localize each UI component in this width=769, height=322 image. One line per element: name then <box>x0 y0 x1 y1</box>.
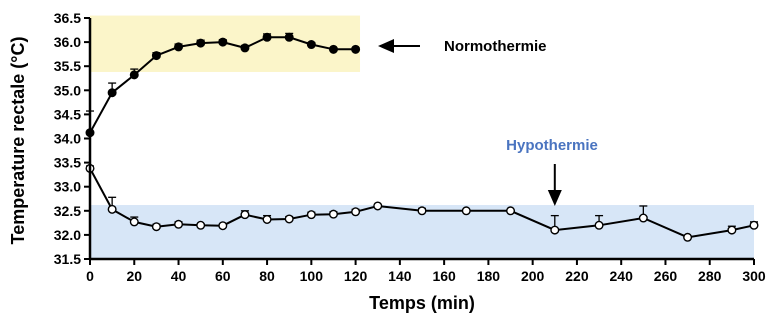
x-tick-label: 100 <box>300 268 324 284</box>
x-tick-label: 280 <box>698 268 722 284</box>
data-point-hypothermie <box>461 206 471 216</box>
data-point-hypothermie <box>262 214 272 224</box>
data-point-hypothermie <box>196 220 206 230</box>
y-tick-label: 35.0 <box>54 82 81 98</box>
x-tick-label: 120 <box>344 268 368 284</box>
data-point-hypothermie <box>306 210 316 220</box>
y-tick-label: 32.5 <box>54 203 81 219</box>
x-tick-label: 240 <box>610 268 634 284</box>
y-tick-label: 34.5 <box>54 106 81 122</box>
data-point-normothermie <box>328 44 338 54</box>
axes: 31.5 32.0 32.5 33.0 33.5 34.0 34.5 35.0 35.5 36.0… <box>8 10 766 313</box>
y-tick-label: 33.0 <box>54 179 81 195</box>
y-tick-label: 32.0 <box>54 227 81 243</box>
x-tick-label: 160 <box>432 268 456 284</box>
x-axis-title: Temps (min) <box>369 293 475 313</box>
data-point-normothermie <box>262 32 272 42</box>
y-tick-label: 36.0 <box>54 34 81 50</box>
hypothermie-arrow-head <box>547 190 562 206</box>
y-tick-label: 31.5 <box>54 251 81 267</box>
data-point-hypothermie <box>174 219 184 229</box>
data-point-hypothermie <box>683 232 693 242</box>
hypothermie-label: Hypothermie <box>506 137 598 154</box>
y-axis-title: Temperature rectale (°C) <box>8 37 28 245</box>
x-tick-label: 200 <box>521 268 545 284</box>
x-tick-label: 180 <box>477 268 501 284</box>
x-tick-label: 300 <box>742 268 766 284</box>
x-tick-label: 140 <box>388 268 412 284</box>
x-tick-label: 220 <box>565 268 589 284</box>
annotations: Normothermie Hypothermie <box>378 38 598 206</box>
data-point-normothermie <box>218 37 228 47</box>
data-point-hypothermie <box>351 207 361 217</box>
y-tick-label: 35.5 <box>54 58 81 74</box>
data-point-hypothermie <box>151 222 161 232</box>
y-tick-label: 36.5 <box>54 10 81 26</box>
data-point-hypothermie <box>328 209 338 219</box>
x-tick-label: 20 <box>126 268 142 284</box>
data-point-hypothermie <box>107 204 117 214</box>
normothermie-arrow-head <box>378 39 394 53</box>
data-point-hypothermie <box>373 201 383 211</box>
data-point-hypothermie <box>218 221 228 231</box>
data-point-hypothermie <box>727 225 737 235</box>
data-point-normothermie <box>174 42 184 52</box>
data-point-hypothermie <box>506 206 516 216</box>
data-point-normothermie <box>351 44 361 54</box>
x-tick-label: 0 <box>86 268 94 284</box>
data-point-hypothermie <box>284 214 294 224</box>
x-tick-label: 60 <box>215 268 231 284</box>
data-point-normothermie <box>284 32 294 42</box>
data-point-normothermie <box>129 70 139 80</box>
y-tick-label: 34.0 <box>54 131 81 147</box>
data-point-normothermie <box>240 43 250 53</box>
data-point-hypothermie <box>417 206 427 216</box>
data-point-hypothermie <box>240 210 250 220</box>
data-point-hypothermie <box>129 217 139 227</box>
data-point-hypothermie <box>749 220 759 230</box>
data-point-hypothermie <box>594 220 604 230</box>
data-point-normothermie <box>196 38 206 48</box>
data-point-normothermie <box>151 51 161 61</box>
data-point-hypothermie <box>550 225 560 235</box>
data-point-hypothermie <box>638 213 648 223</box>
x-tick-label: 40 <box>171 268 187 284</box>
data-point-normothermie <box>306 40 316 50</box>
y-tick-label: 33.5 <box>54 155 81 171</box>
normothermie-label: Normothermie <box>444 38 547 55</box>
data-point-normothermie <box>107 88 117 98</box>
x-tick-label: 80 <box>259 268 275 284</box>
x-tick-label: 260 <box>654 268 678 284</box>
